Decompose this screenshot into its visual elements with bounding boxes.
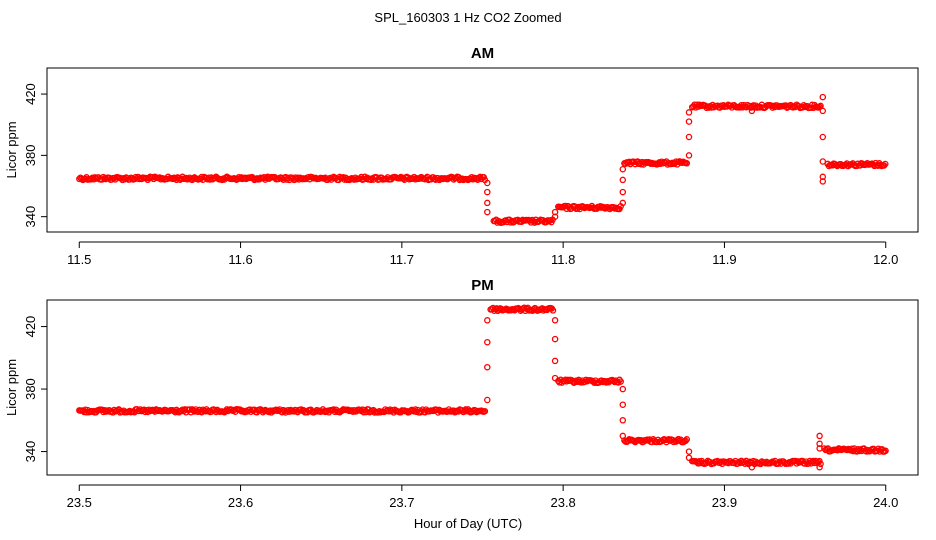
x-axis-label: Hour of Day (UTC)	[414, 516, 522, 531]
data-point	[816, 432, 823, 440]
data-point	[484, 363, 491, 371]
x-tick-label: 12.0	[873, 252, 898, 267]
figure-title: SPL_160303 1 Hz CO2 Zoomed	[374, 10, 561, 25]
data-point	[882, 447, 889, 455]
y-tick-label: 420	[23, 83, 38, 105]
data-point	[619, 188, 627, 196]
data-point	[619, 401, 627, 408]
chart-panels: AM Licor ppm 340 380 420 11.5 11.6 11.7 11.8 11.9…	[4, 45, 919, 510]
data-points	[76, 304, 889, 471]
data-point	[551, 317, 559, 324]
y-axis-label: Licor ppm	[4, 359, 19, 416]
data-points	[76, 93, 889, 227]
data-point	[617, 378, 624, 385]
x-tick-label: 23.9	[712, 495, 737, 510]
x-tick-label: 23.5	[67, 495, 92, 510]
x-tick-label: 23.7	[389, 495, 414, 510]
data-point	[819, 178, 827, 185]
data-point	[880, 162, 888, 169]
data-point	[685, 454, 693, 462]
plot-frame	[46, 67, 919, 233]
data-point	[817, 460, 824, 468]
y-axis-label: Licor ppm	[4, 121, 19, 178]
y-tick-label: 340	[23, 206, 38, 228]
data-point	[619, 432, 627, 440]
data-point	[819, 93, 827, 101]
x-tick-label: 11.5	[67, 252, 91, 267]
data-point	[619, 199, 627, 207]
data-point	[481, 407, 489, 415]
data-point	[549, 307, 557, 314]
data-point	[817, 102, 824, 110]
x-tick-label: 24.0	[873, 495, 898, 510]
x-tick-label: 11.8	[551, 252, 575, 267]
data-point	[816, 440, 823, 448]
data-point	[748, 463, 756, 471]
data-point	[819, 158, 827, 165]
data-point	[619, 165, 627, 173]
data-point	[882, 160, 889, 168]
panel-title: PM	[471, 277, 494, 294]
panel-pm: PM Licor ppm 340 380 420 23.5 23.6 23.7 23.8 23.9…	[4, 277, 919, 510]
data-point	[551, 357, 559, 365]
data-point	[685, 448, 693, 455]
data-point	[484, 338, 491, 346]
plot-frame	[46, 299, 919, 476]
data-point	[819, 133, 827, 141]
data-point	[819, 107, 827, 115]
data-point	[665, 436, 673, 443]
data-point	[685, 118, 693, 125]
data-point	[667, 160, 675, 168]
data-point	[670, 438, 677, 446]
panel-am: AM Licor ppm 340 380 420 11.5 11.6 11.7 11.8 11.9…	[4, 45, 919, 267]
y-tick-label: 340	[23, 441, 38, 463]
data-point	[484, 317, 491, 324]
data-point	[685, 109, 693, 116]
data-point	[551, 374, 559, 382]
data-point	[484, 208, 491, 216]
x-tick-label: 11.7	[390, 252, 414, 267]
x-tick-label: 11.6	[228, 252, 252, 267]
data-point	[748, 107, 756, 115]
data-point	[619, 417, 627, 424]
data-point	[682, 437, 689, 445]
data-point	[683, 436, 691, 443]
x-tick-label: 11.9	[712, 252, 736, 267]
data-point	[484, 199, 491, 207]
y-tick-label: 380	[23, 145, 38, 167]
y-tick-label: 380	[23, 378, 38, 400]
panel-title: AM	[471, 45, 494, 62]
x-tick-label: 23.8	[550, 495, 575, 510]
data-point	[685, 133, 693, 141]
x-tick-label: 23.6	[228, 495, 253, 510]
data-point	[619, 385, 627, 393]
data-point	[551, 335, 559, 343]
data-point	[816, 463, 823, 471]
data-point	[685, 152, 693, 159]
data-point	[484, 188, 491, 196]
data-point	[683, 160, 691, 167]
data-point	[551, 208, 559, 216]
data-point	[619, 176, 627, 184]
data-point	[484, 396, 491, 404]
y-tick-label: 420	[23, 316, 38, 338]
data-point	[484, 179, 491, 187]
